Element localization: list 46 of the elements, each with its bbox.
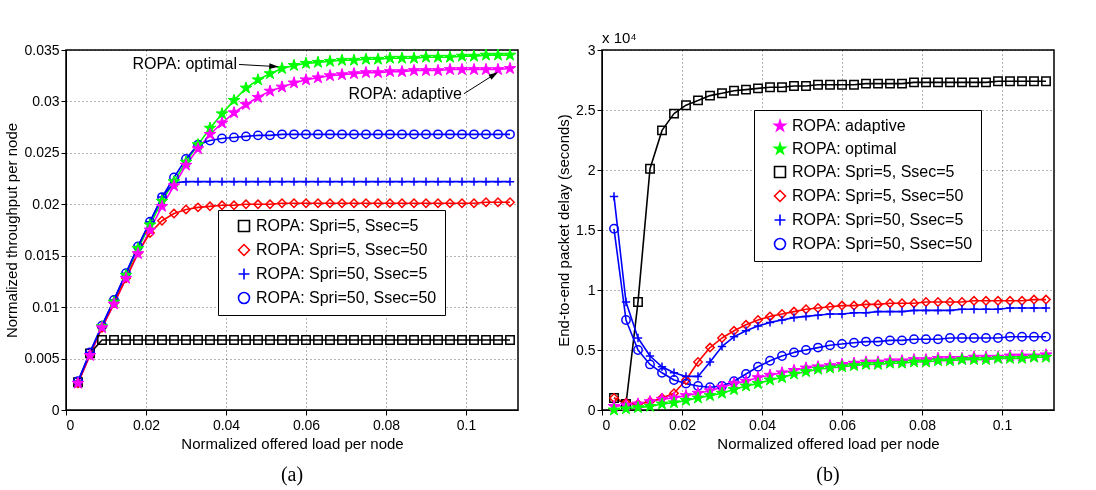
legend-label: ROPA: Spri=50, Ssec=50	[256, 289, 437, 306]
y-tick-label: 3	[587, 41, 596, 58]
y-tick-label: 0.025	[24, 144, 60, 161]
legend-label: ROPA: Spri=50, Ssec=5	[792, 211, 964, 228]
x-tick-label: 0.1	[456, 416, 477, 433]
legend-label: ROPA: adaptive	[792, 117, 906, 134]
legend-label: ROPA: Spri=50, Ssec=50	[792, 235, 973, 252]
legend-label: ROPA: Spri=5, Ssec=50	[256, 241, 428, 258]
y-tick-label: 2	[587, 161, 596, 178]
legend-label: ROPA: Spri=5, Ssec=5	[792, 163, 955, 180]
y-tick-label: 1	[587, 281, 596, 298]
y-tick-label: 0.5	[576, 341, 596, 358]
x-axis-title: Normalized offered load per node	[717, 434, 940, 452]
x-axis-title: Normalized offered load per node	[181, 434, 404, 452]
y-tick-label: 0.03	[32, 92, 60, 109]
x-tick-label: 0.08	[372, 416, 401, 433]
y-tick-label: 0.035	[24, 41, 60, 58]
annotation: ROPA: adaptive	[348, 84, 463, 102]
x-tick-label: 0.06	[828, 416, 857, 433]
y-tick-label: 0.015	[24, 247, 60, 264]
y-axis-title: Normalized throughput per node	[3, 122, 21, 339]
x-tick-label: 0.02	[132, 416, 161, 433]
annotation: ROPA: optimal	[132, 55, 237, 73]
legend-label: ROPA: optimal	[792, 140, 897, 157]
text: (a)	[280, 463, 304, 486]
y-tick-label: 0.01	[32, 298, 60, 315]
x-tick-label: 0.04	[212, 416, 241, 433]
legend-label: ROPA: Spri=50, Ssec=5	[256, 265, 428, 282]
y-tick-label: 0.02	[32, 195, 60, 212]
legend-label: ROPA: Spri=5, Ssec=50	[792, 187, 964, 204]
text: x 10⁴	[602, 29, 637, 46]
y-tick-label: 0.005	[24, 350, 60, 367]
text: (b)	[816, 463, 840, 486]
x-tick-label: 0.02	[668, 416, 697, 433]
legend-label: ROPA: Spri=5, Ssec=5	[256, 217, 419, 234]
x-tick-label: 0.04	[748, 416, 777, 433]
y-tick-label: 0	[51, 401, 60, 418]
x-tick-label: 0.06	[292, 416, 321, 433]
y-axis-title: End-to-end packet delay (seconds)	[555, 114, 573, 347]
y-tick-label: 2.5	[576, 101, 596, 118]
x-tick-label: 0	[602, 416, 611, 433]
x-tick-label: 0.08	[908, 416, 937, 433]
y-tick-label: 1.5	[576, 221, 596, 238]
x-tick-label: 0.1	[992, 416, 1013, 433]
x-tick-label: 0	[66, 416, 75, 433]
y-tick-label: 0	[587, 401, 596, 418]
